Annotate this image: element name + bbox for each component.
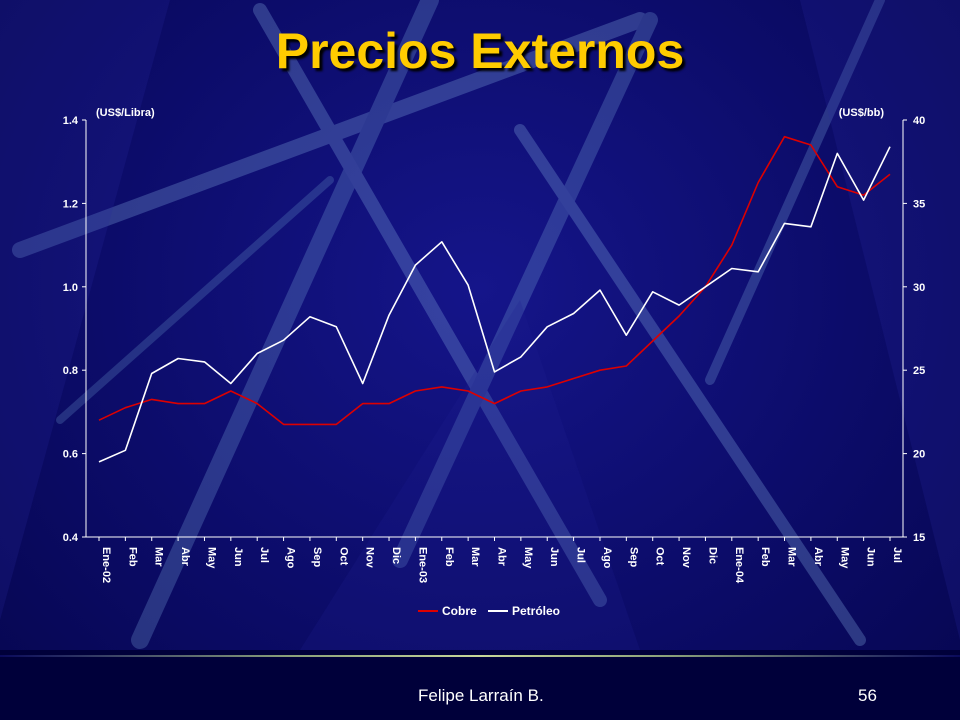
left-tick-label: 1.2 — [63, 198, 78, 210]
x-tick-label: Mar — [786, 547, 798, 567]
x-tick-label: Dic — [706, 547, 718, 564]
left-axis-unit-label: (US$/Libra) — [96, 107, 155, 119]
chart: 0.4 0.6 0.8 1.0 1.2 1.4 15 20 25 30 35 40 (US$/Libra… — [63, 107, 926, 618]
x-tick-label: May — [522, 547, 534, 569]
x-tick-label: Ene-02 — [100, 547, 112, 583]
x-tick-label: Ene-03 — [416, 547, 428, 583]
footer-divider — [0, 655, 960, 657]
left-tick-label: 1.4 — [63, 115, 79, 127]
x-tick-label: Ago — [285, 547, 297, 569]
series-line-petroleo — [98, 146, 891, 463]
left-tick-label: 1.0 — [63, 282, 78, 294]
x-tick-label: May — [205, 547, 217, 569]
footer-author: Felipe Larraín B. — [418, 686, 544, 705]
right-tick-label: 40 — [913, 115, 925, 127]
left-tick-label: 0.8 — [63, 365, 78, 377]
x-tick-label: Jul — [575, 547, 587, 563]
x-tick-label: Jul — [891, 547, 903, 563]
x-tick-label: Abr — [812, 547, 824, 567]
x-tick-label: Jun — [865, 547, 877, 567]
right-tick-label: 15 — [913, 532, 925, 544]
right-tick-label: 30 — [913, 282, 925, 294]
right-tick-label: 20 — [913, 449, 925, 461]
slide-title: Precios Externos — [275, 23, 685, 79]
right-tick-label: 25 — [913, 365, 925, 377]
right-axis-unit-label: (US$/bb) — [839, 107, 885, 119]
legend-label: Cobre — [442, 604, 477, 618]
x-tick-label: Oct — [654, 547, 666, 566]
x-tick-label: Mar — [469, 547, 481, 567]
x-tick-label: Nov — [680, 547, 692, 569]
x-tick-label: May — [838, 547, 850, 569]
right-tick-label: 35 — [913, 198, 925, 210]
x-tick-label: Dic — [390, 547, 402, 564]
x-tick-label: Sep — [627, 547, 639, 567]
x-tick-label: Feb — [759, 547, 771, 567]
x-tick-label: Jul — [258, 547, 270, 563]
x-tick-label: Sep — [311, 547, 323, 567]
x-tick-label: Abr — [179, 547, 191, 567]
x-tick-label: Nov — [364, 547, 376, 569]
left-tick-label: 0.6 — [63, 449, 78, 461]
x-tick-label: Jun — [232, 547, 244, 567]
x-tick-label: Feb — [443, 547, 455, 567]
legend-label: Petróleo — [512, 604, 560, 618]
x-tick-label: Jun — [548, 547, 560, 567]
x-tick-label: Feb — [126, 547, 138, 567]
x-tick-label: Mar — [153, 547, 165, 567]
x-tick-label: Ene-04 — [733, 547, 745, 584]
x-tick-label: Ago — [601, 547, 613, 569]
x-tick-label: Abr — [496, 547, 508, 567]
footer-bar — [0, 650, 960, 720]
background-decoration — [0, 0, 960, 650]
series-line-cobre — [98, 135, 891, 426]
page-number: 56 — [858, 686, 877, 705]
x-tick-label: Oct — [337, 547, 349, 566]
left-tick-label: 0.4 — [63, 532, 79, 544]
